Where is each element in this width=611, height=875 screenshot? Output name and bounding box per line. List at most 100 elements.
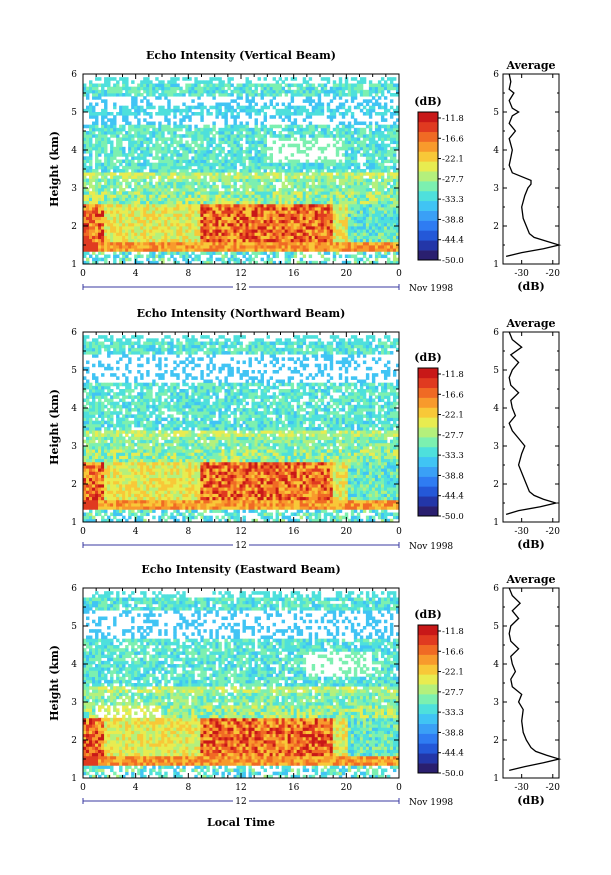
heatmap-cell [359, 102, 364, 107]
heatmap-cell [260, 153, 264, 157]
heatmap-cell [371, 213, 376, 217]
heatmap-cell [368, 127, 373, 132]
heatmap-cell [392, 207, 397, 211]
heatmap-cell [164, 207, 168, 211]
heatmap-cell [338, 169, 343, 173]
heatmap-cell [146, 194, 150, 198]
heatmap-cell [266, 203, 270, 208]
heatmap-cell [395, 232, 400, 236]
heatmap-cell [164, 150, 168, 154]
heatmap-cell [332, 96, 337, 100]
heatmap-cell [224, 89, 228, 94]
heatmap-cell [317, 181, 322, 186]
heatmap-cell [356, 226, 361, 230]
heatmap-cell [362, 184, 367, 189]
heatmap-cell [206, 238, 210, 243]
heatmap-cell [113, 213, 117, 217]
heatmap-cell [137, 143, 141, 148]
heatmap-cell [266, 146, 270, 151]
heatmap-cell [92, 257, 96, 262]
heatmap-cell [266, 131, 270, 135]
heatmap-cell [344, 219, 349, 224]
heatmap-cell [263, 115, 267, 119]
heatmap-cell [395, 143, 400, 148]
heatmap-cell [392, 210, 397, 214]
heatmap-cell [245, 219, 249, 224]
heatmap-cell [131, 80, 135, 84]
heatmap-cell [182, 219, 186, 224]
heatmap-cell [227, 207, 231, 211]
heatmap-cell [143, 156, 147, 160]
heatmap-cell [347, 124, 352, 129]
heatmap-cell [377, 102, 382, 107]
heatmap-cell [149, 140, 153, 145]
heatmap-cell [260, 245, 264, 249]
heatmap-cell [134, 200, 138, 205]
heatmap-cell [86, 143, 90, 148]
heatmap-cell [137, 238, 141, 243]
heatmap-cell [215, 102, 219, 107]
heatmap-cell [227, 134, 231, 138]
heatmap-cell [353, 213, 358, 217]
heatmap-cell [254, 86, 258, 91]
heatmap-cell [134, 156, 138, 160]
heatmap-cell [227, 232, 231, 236]
heatmap-cell [326, 222, 331, 227]
heatmap-cell [365, 134, 370, 138]
heatmap-cell [227, 245, 231, 249]
heatmap-cell [83, 131, 87, 135]
heatmap-cell [329, 191, 334, 195]
heatmap-cell [359, 143, 364, 148]
heatmap-cell [389, 127, 394, 132]
heatmap-cell [134, 181, 138, 186]
heatmap-cell [119, 235, 123, 240]
heatmap-cell [236, 172, 240, 176]
heatmap-cell [131, 159, 135, 164]
heatmap-cell [305, 80, 310, 84]
heatmap-cell [95, 162, 99, 167]
heatmap-cell [89, 169, 93, 173]
heatmap-cell [392, 245, 397, 249]
heatmap-cell [161, 108, 165, 113]
heatmap-cell [344, 112, 349, 116]
heatmap-cell [146, 172, 150, 176]
heatmap-cell [179, 86, 183, 91]
heatmap-cell [155, 112, 159, 116]
heatmap-cell [221, 191, 225, 195]
heatmap-cell [110, 216, 114, 221]
heatmap-cell [353, 260, 358, 265]
heatmap-cell [329, 134, 334, 138]
heatmap-cell [296, 184, 301, 189]
heatmap-cell [377, 219, 382, 224]
heatmap-cell [377, 112, 382, 116]
heatmap-cell [344, 197, 349, 202]
heatmap-cell [200, 232, 204, 236]
heatmap-cell [104, 241, 108, 246]
heatmap-cell [377, 105, 382, 110]
heatmap-cell [209, 232, 213, 236]
heatmap-cell [347, 105, 352, 110]
heatmap-cell [209, 86, 213, 91]
heatmap-cell [203, 134, 207, 138]
heatmap-cell [155, 77, 159, 81]
y-tick-label: 2 [71, 222, 77, 232]
heatmap-cell [137, 137, 141, 141]
heatmap-cell [203, 188, 207, 192]
heatmap-cell [233, 213, 237, 217]
heatmap-cell [245, 124, 249, 129]
heatmap-cell [308, 124, 313, 129]
heatmap-cell [332, 226, 337, 230]
heatmap-cell [125, 169, 129, 173]
heatmap-cell [314, 112, 319, 116]
heatmap-cell [389, 241, 394, 246]
heatmap-cell [278, 210, 283, 214]
heatmap-cell [233, 127, 237, 132]
heatmap-cell [185, 197, 189, 202]
heatmap-cell [329, 175, 334, 179]
heatmap-cell [239, 241, 243, 246]
heatmap-cell [167, 156, 171, 160]
heatmap-cell [251, 156, 255, 160]
heatmap-cell [323, 213, 328, 217]
heatmap-cell [341, 197, 346, 202]
